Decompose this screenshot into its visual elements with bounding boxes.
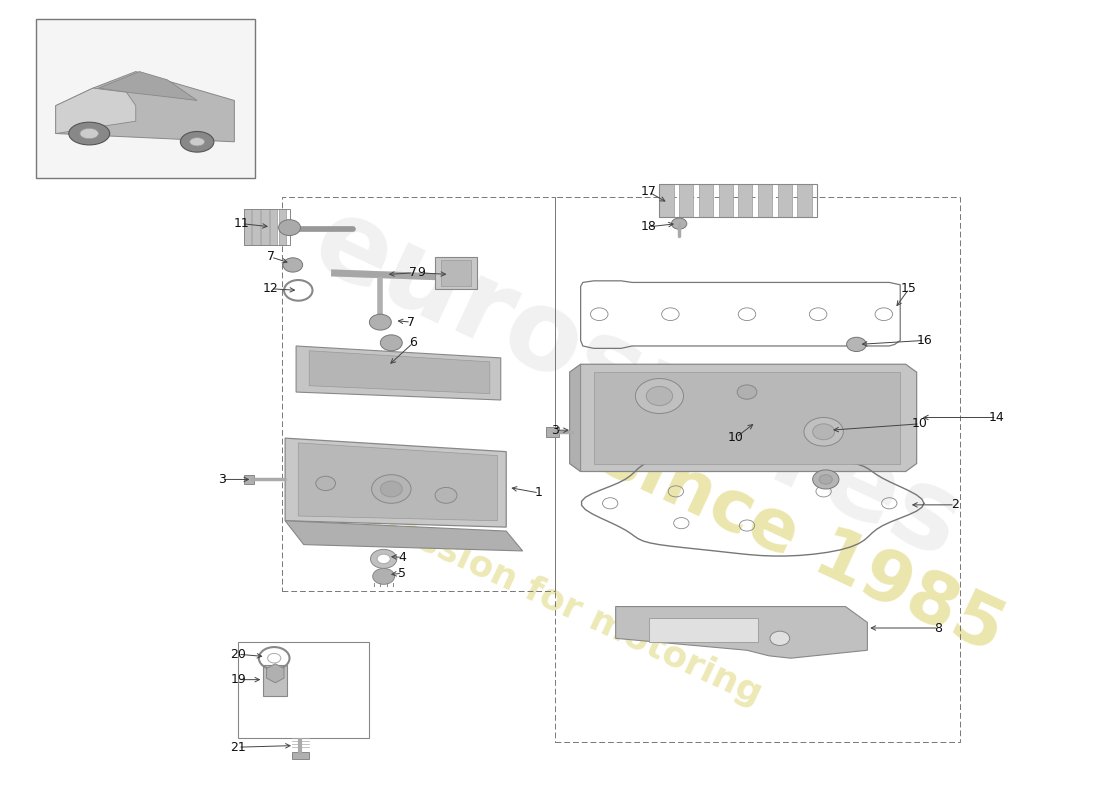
- Bar: [243, 210, 289, 245]
- Polygon shape: [309, 350, 490, 394]
- Circle shape: [770, 631, 790, 646]
- Bar: [649, 618, 758, 642]
- Text: 1: 1: [535, 486, 543, 499]
- Text: 21: 21: [230, 741, 246, 754]
- Polygon shape: [266, 664, 284, 683]
- Polygon shape: [56, 71, 234, 142]
- Bar: [659, 184, 817, 218]
- Text: a passion for motoring: a passion for motoring: [333, 486, 767, 712]
- Bar: [243, 474, 254, 484]
- Bar: [659, 184, 673, 218]
- Polygon shape: [570, 364, 581, 471]
- Text: 7: 7: [267, 250, 275, 263]
- Polygon shape: [616, 606, 868, 658]
- Bar: [270, 210, 277, 245]
- Polygon shape: [570, 364, 916, 471]
- Circle shape: [647, 386, 672, 406]
- Text: 3: 3: [551, 424, 560, 437]
- Text: 7: 7: [409, 266, 417, 279]
- Bar: [35, 18, 254, 178]
- Polygon shape: [296, 346, 500, 400]
- Circle shape: [381, 335, 403, 350]
- Text: 5: 5: [398, 566, 406, 580]
- Bar: [282, 198, 556, 590]
- Ellipse shape: [69, 122, 110, 145]
- Bar: [278, 210, 286, 245]
- Text: 3: 3: [218, 473, 226, 486]
- Bar: [778, 184, 792, 218]
- Bar: [738, 184, 752, 218]
- Circle shape: [636, 378, 683, 414]
- Circle shape: [278, 220, 300, 235]
- Polygon shape: [298, 443, 497, 521]
- Circle shape: [316, 476, 336, 490]
- Circle shape: [804, 418, 844, 446]
- Ellipse shape: [189, 138, 205, 146]
- Circle shape: [737, 385, 757, 399]
- Text: 9: 9: [417, 266, 425, 279]
- Polygon shape: [594, 372, 900, 463]
- Bar: [679, 184, 693, 218]
- Circle shape: [283, 258, 302, 272]
- Bar: [546, 427, 559, 437]
- Text: 15: 15: [901, 282, 917, 295]
- Circle shape: [813, 424, 835, 440]
- Circle shape: [372, 474, 411, 503]
- Circle shape: [847, 338, 867, 351]
- Text: since 1985: since 1985: [588, 419, 1014, 666]
- Text: 14: 14: [989, 411, 1004, 424]
- Circle shape: [373, 569, 395, 584]
- Text: 12: 12: [263, 282, 278, 295]
- Circle shape: [813, 470, 839, 489]
- Text: 10: 10: [912, 418, 928, 430]
- Bar: [556, 198, 960, 742]
- Circle shape: [381, 481, 403, 497]
- Text: 16: 16: [916, 334, 932, 347]
- Polygon shape: [285, 521, 522, 551]
- Bar: [263, 666, 287, 695]
- Text: 19: 19: [230, 673, 246, 686]
- Bar: [238, 642, 370, 738]
- Circle shape: [371, 550, 397, 569]
- Bar: [698, 184, 713, 218]
- Text: 6: 6: [409, 336, 417, 350]
- Text: 18: 18: [640, 220, 657, 234]
- Bar: [798, 184, 812, 218]
- Polygon shape: [285, 438, 506, 527]
- Bar: [252, 210, 260, 245]
- Text: 17: 17: [640, 186, 657, 198]
- Bar: [436, 257, 476, 289]
- Circle shape: [364, 358, 386, 374]
- Bar: [243, 210, 251, 245]
- Text: 2: 2: [952, 498, 959, 511]
- Circle shape: [377, 554, 390, 564]
- Ellipse shape: [80, 128, 99, 138]
- Text: 4: 4: [398, 550, 406, 564]
- Circle shape: [671, 218, 686, 229]
- Bar: [261, 210, 268, 245]
- Ellipse shape: [180, 131, 213, 152]
- Polygon shape: [99, 71, 197, 101]
- Circle shape: [370, 314, 392, 330]
- Bar: [292, 752, 309, 759]
- Bar: [718, 184, 733, 218]
- Circle shape: [820, 474, 833, 484]
- Bar: [441, 260, 471, 286]
- Text: 10: 10: [728, 431, 744, 444]
- Circle shape: [267, 654, 280, 663]
- Polygon shape: [56, 88, 135, 134]
- Text: 7: 7: [407, 316, 415, 329]
- Circle shape: [436, 487, 456, 503]
- Text: 11: 11: [233, 217, 250, 230]
- Text: 20: 20: [230, 648, 246, 661]
- Text: eurospares: eurospares: [297, 187, 979, 581]
- Bar: [758, 184, 772, 218]
- Text: 8: 8: [935, 622, 943, 634]
